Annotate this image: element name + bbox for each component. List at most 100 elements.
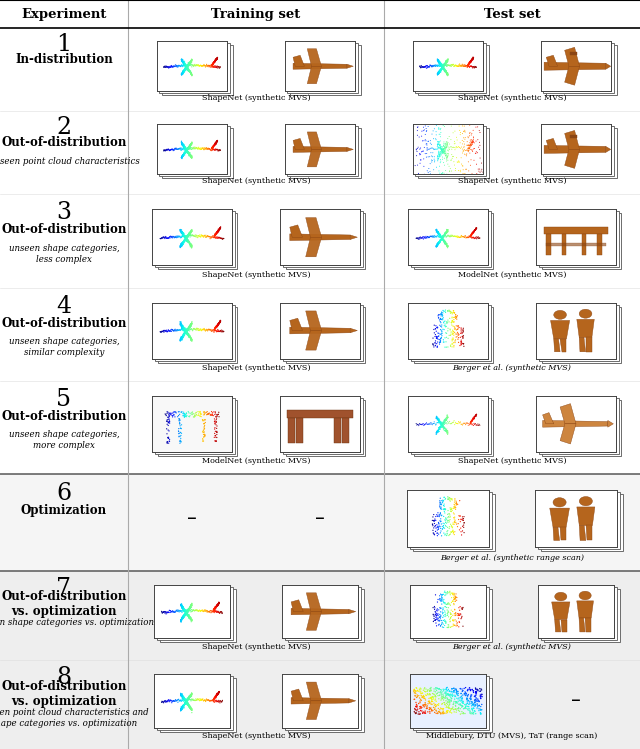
Point [439, 60, 449, 72]
Point [433, 425, 444, 437]
Point [161, 324, 172, 336]
Point [196, 694, 207, 706]
Point [180, 59, 190, 71]
Point [416, 700, 426, 712]
Point [174, 324, 184, 336]
Point [444, 702, 454, 714]
Point [197, 694, 207, 706]
Point [184, 229, 194, 241]
Point [186, 55, 196, 67]
Point [420, 705, 430, 717]
Point [181, 607, 191, 619]
Point [436, 594, 446, 606]
Point [212, 695, 222, 707]
Point [182, 327, 192, 339]
Point [447, 691, 458, 703]
Point [210, 692, 220, 704]
Point [177, 601, 188, 613]
Point [177, 67, 188, 79]
Point [433, 322, 443, 334]
Point [205, 604, 216, 616]
Point [211, 54, 221, 66]
Point [214, 318, 225, 330]
Bar [414, 306, 493, 363]
Point [179, 64, 189, 76]
Point [210, 605, 220, 617]
Point [158, 697, 168, 709]
Point [179, 609, 189, 621]
Point [182, 325, 192, 337]
Point [463, 145, 473, 157]
Point [184, 141, 195, 153]
Point [207, 694, 217, 706]
Point [425, 689, 435, 701]
Point [436, 419, 447, 431]
Point [434, 237, 444, 249]
Point [453, 705, 463, 717]
Point [451, 697, 461, 709]
Point [177, 139, 188, 151]
Point [464, 58, 474, 70]
Point [443, 224, 453, 236]
Point [458, 127, 468, 139]
Point [466, 689, 476, 701]
Point [179, 140, 189, 152]
Point [210, 422, 220, 434]
Point [182, 608, 193, 620]
Point [420, 128, 430, 140]
Point [163, 232, 173, 244]
Point [467, 53, 477, 65]
Bar [287, 43, 358, 93]
Point [182, 142, 192, 154]
Point [215, 317, 225, 329]
Point [178, 230, 188, 242]
Polygon shape [307, 701, 321, 720]
Point [174, 230, 184, 242]
Point [178, 149, 188, 161]
Point [436, 419, 446, 431]
Point [176, 599, 186, 611]
Point [211, 601, 221, 613]
Point [215, 61, 225, 73]
Text: 5: 5 [56, 388, 72, 411]
Point [185, 140, 195, 152]
Point [467, 231, 477, 243]
Polygon shape [582, 234, 586, 255]
Point [187, 324, 197, 336]
Point [178, 139, 188, 151]
Point [447, 416, 458, 428]
Point [177, 613, 187, 625]
Point [467, 700, 477, 712]
Point [164, 407, 175, 419]
Point [177, 226, 188, 238]
Point [438, 61, 448, 73]
Point [187, 318, 197, 330]
Point [185, 139, 195, 151]
Point [177, 601, 187, 613]
Point [459, 417, 469, 429]
Point [209, 58, 219, 70]
Point [438, 230, 449, 242]
Point [158, 231, 168, 243]
Point [440, 144, 450, 156]
Point [435, 139, 445, 151]
Point [160, 408, 170, 420]
Point [442, 331, 452, 343]
Point [213, 688, 223, 700]
Point [211, 61, 221, 73]
Point [437, 419, 447, 431]
Point [175, 333, 186, 345]
Point [451, 328, 461, 340]
Point [419, 121, 429, 133]
Point [440, 64, 450, 76]
Point [457, 683, 467, 695]
Point [177, 66, 188, 78]
Point [210, 322, 220, 334]
Point [410, 690, 420, 702]
Point [212, 601, 222, 613]
Point [435, 67, 445, 79]
Point [212, 599, 223, 611]
Point [182, 694, 192, 706]
Point [177, 605, 188, 617]
Point [415, 701, 426, 713]
